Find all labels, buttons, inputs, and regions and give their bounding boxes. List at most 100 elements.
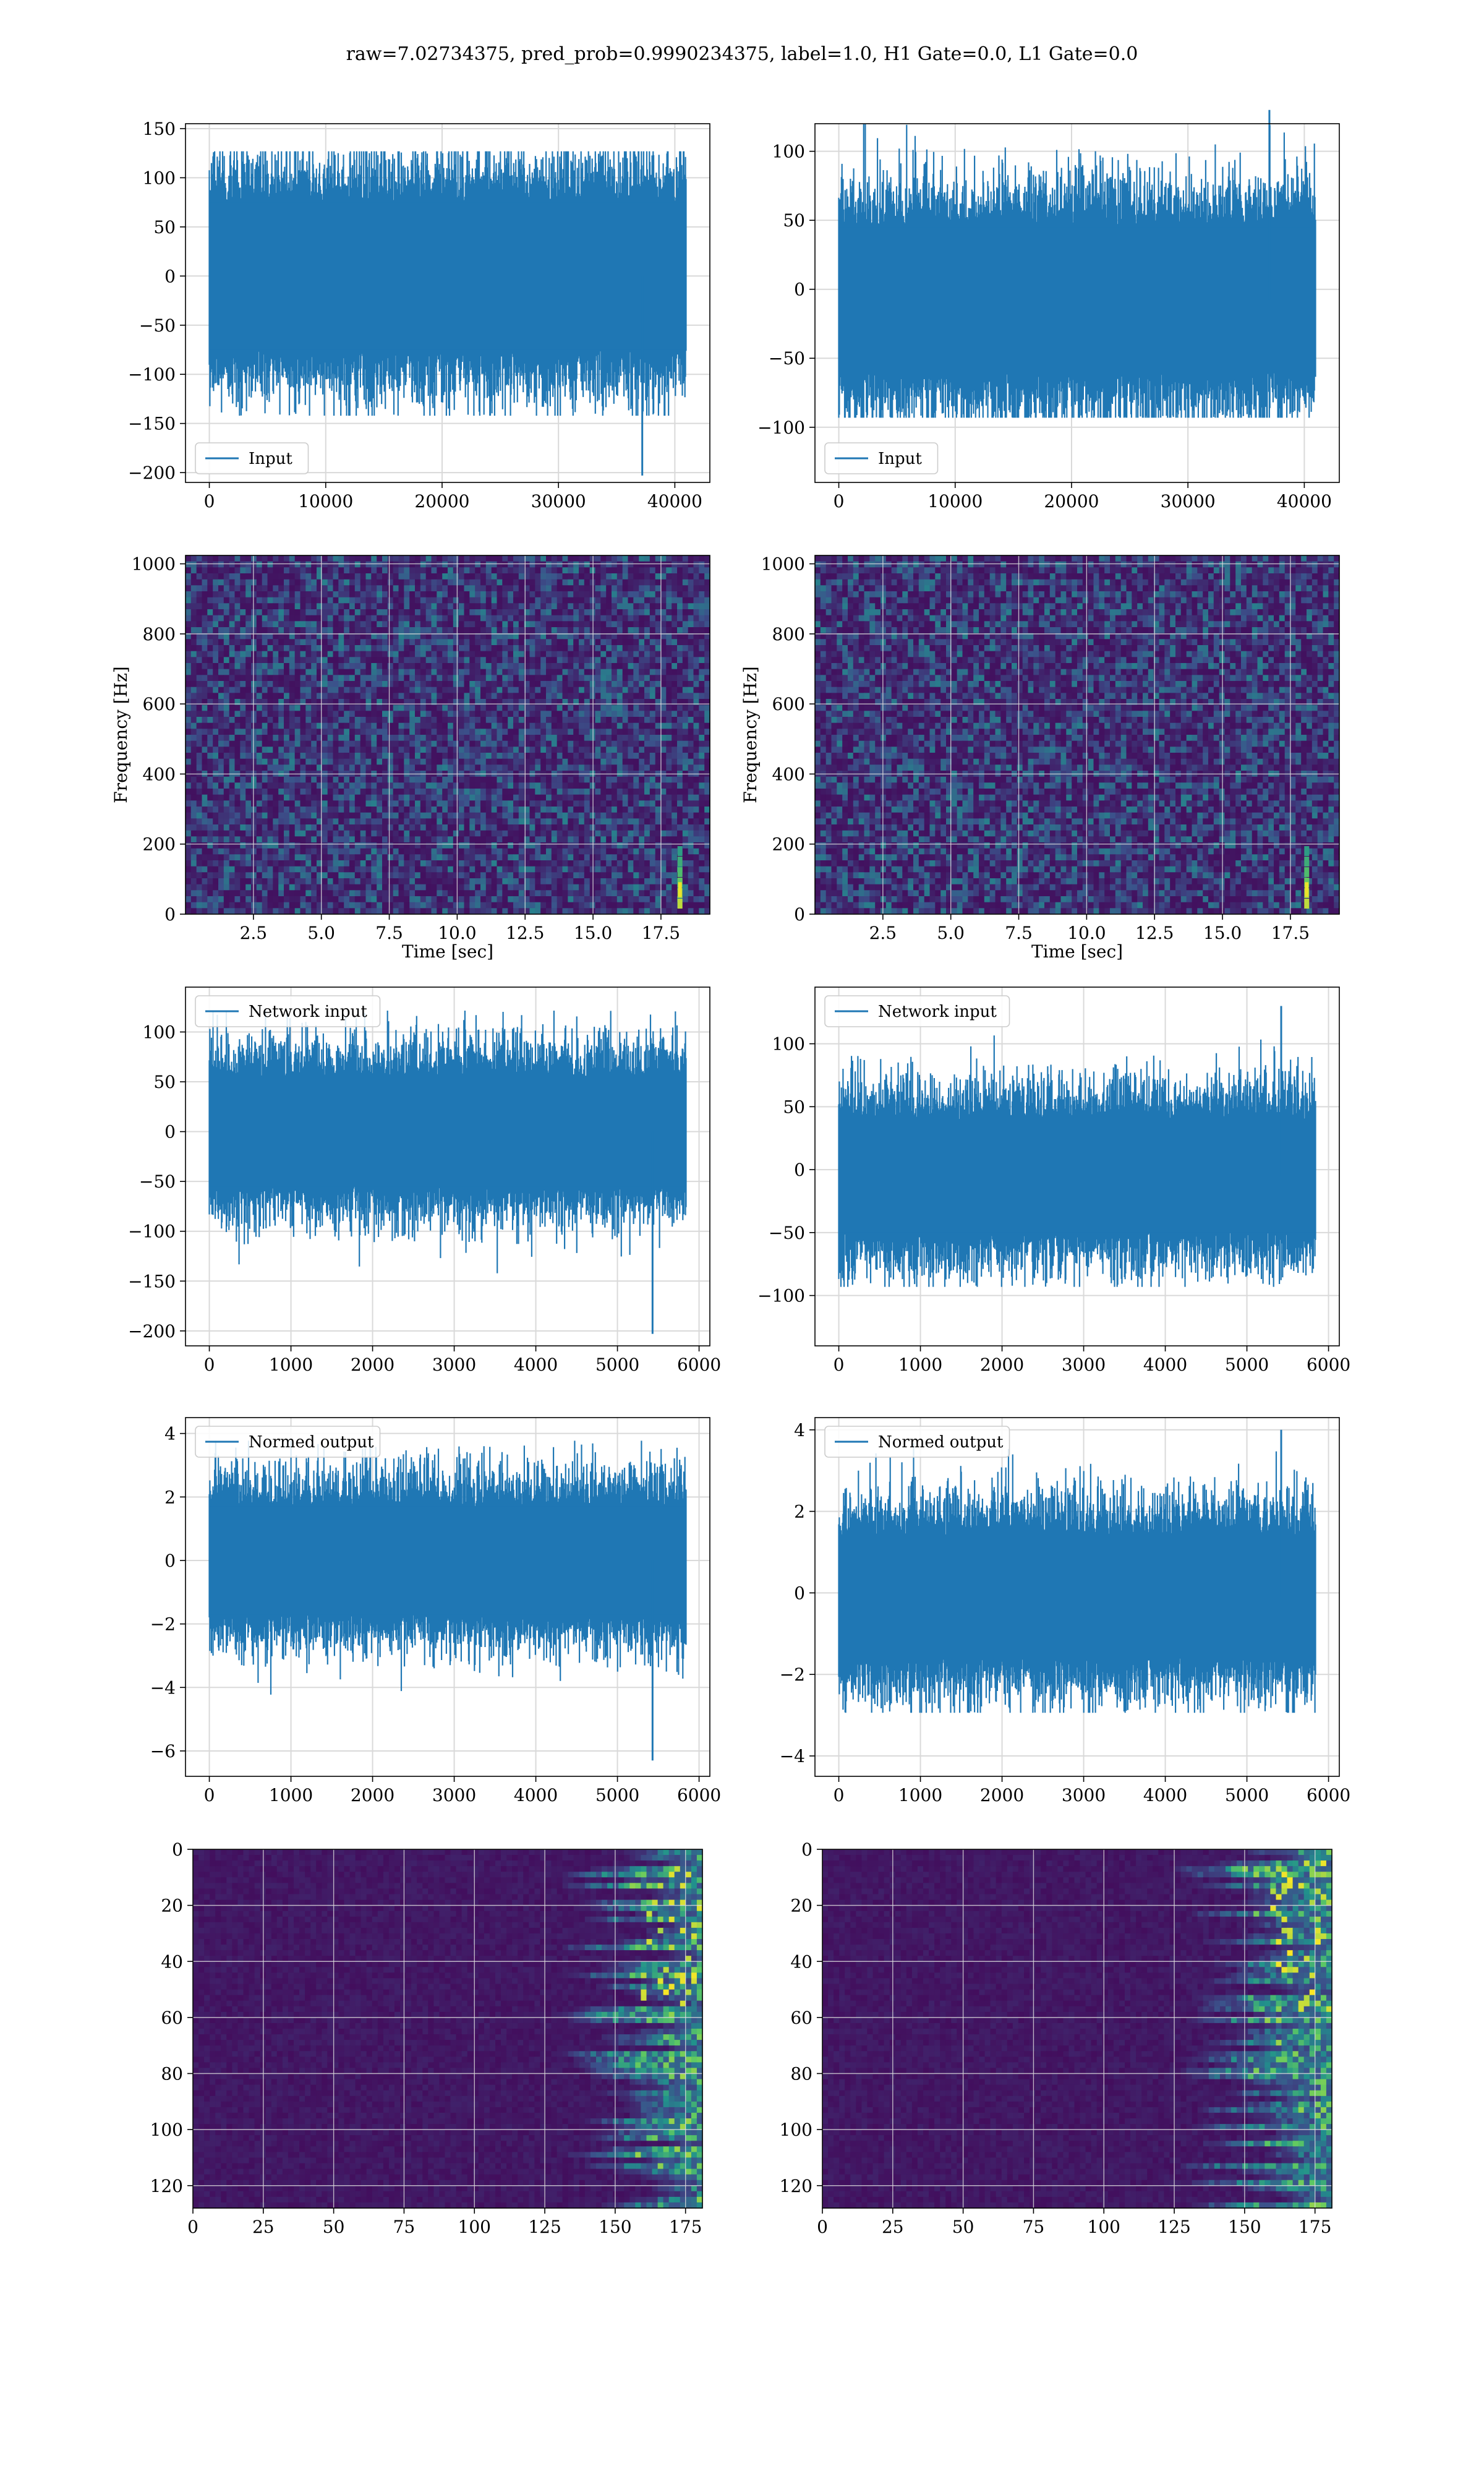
heatmap-cell: [464, 669, 470, 675]
heatmap-cell: [415, 555, 420, 562]
heatmap-cell: [453, 789, 459, 795]
heatmap-cell: [338, 741, 344, 747]
heatmap-cell: [284, 657, 289, 663]
heatmap-cell: [453, 842, 459, 849]
heatmap-cell: [563, 705, 568, 711]
heatmap-cell: [633, 609, 639, 615]
heatmap-cell: [480, 639, 486, 645]
heatmap-cell: [464, 591, 470, 597]
heatmap-cell: [409, 562, 415, 568]
heatmap-cell: [191, 800, 197, 807]
heatmap-cell: [464, 663, 470, 669]
heatmap-cell: [301, 836, 306, 842]
heatmap-cell: [464, 567, 470, 573]
heatmap-cell: [301, 621, 306, 627]
heatmap-cell: [311, 764, 317, 771]
heatmap-cell: [677, 813, 683, 819]
heatmap-cell: [409, 753, 415, 759]
heatmap-cell: [322, 621, 328, 627]
heatmap-cell: [579, 597, 584, 604]
heatmap-cell: [650, 693, 655, 699]
heatmap-cell: [284, 813, 289, 819]
heatmap-cell: [235, 800, 241, 807]
heatmap-cell: [409, 657, 415, 663]
heatmap-cell: [207, 753, 213, 759]
heatmap-cell: [563, 735, 568, 741]
heatmap-cell: [289, 741, 295, 747]
heatmap-cell: [650, 681, 655, 687]
heatmap-cell: [382, 645, 388, 651]
heatmap-cell: [704, 663, 710, 669]
heatmap-cell: [393, 657, 399, 663]
heatmap-cell: [606, 615, 612, 622]
heatmap-cell: [404, 562, 409, 568]
heatmap-cell: [213, 741, 218, 747]
heatmap-cell: [393, 567, 399, 573]
heatmap-cell: [666, 807, 672, 813]
heatmap-cell: [469, 591, 475, 597]
heatmap-cell: [633, 573, 639, 580]
heatmap-cell: [360, 585, 366, 591]
heatmap-cell: [371, 753, 377, 759]
heatmap-cell: [311, 603, 317, 609]
heatmap-cell: [623, 831, 628, 837]
heatmap-cell: [235, 681, 241, 687]
heatmap-cell: [595, 585, 601, 591]
heatmap-cell: [366, 609, 372, 615]
heatmap-cell: [475, 764, 480, 771]
heatmap-cell: [595, 711, 601, 717]
heatmap-cell: [229, 735, 235, 741]
heatmap-cell: [442, 711, 448, 717]
heatmap-cell: [612, 789, 617, 795]
heatmap-cell: [573, 603, 579, 609]
heatmap-cell: [311, 657, 317, 663]
heatmap-cell: [224, 831, 229, 837]
heatmap-cell: [546, 597, 552, 604]
heatmap-cell: [404, 759, 409, 765]
heatmap-cell: [628, 669, 634, 675]
heatmap-cell: [207, 562, 213, 568]
heatmap-cell: [595, 753, 601, 759]
heatmap-cell: [502, 741, 508, 747]
heatmap-cell: [245, 562, 251, 568]
heatmap-cell: [262, 782, 268, 789]
heatmap-cell: [568, 764, 573, 771]
heatmap-cell: [344, 789, 349, 795]
heatmap-cell: [301, 681, 306, 687]
heatmap-cell: [218, 860, 224, 867]
heatmap-cell: [328, 681, 333, 687]
heatmap-cell: [338, 849, 344, 855]
heatmap-cell: [289, 675, 295, 681]
heatmap-cell: [448, 800, 453, 807]
heatmap-cell: [349, 681, 355, 687]
heatmap-cell: [694, 681, 699, 687]
heatmap-cell: [600, 555, 606, 562]
heatmap-cell: [322, 729, 328, 735]
heatmap-cell: [655, 777, 661, 783]
heatmap-cell: [399, 609, 404, 615]
heatmap-cell: [469, 627, 475, 633]
heatmap-cell: [311, 681, 317, 687]
heatmap-cell: [600, 687, 606, 693]
heatmap-cell: [218, 675, 224, 681]
heatmap-cell: [289, 567, 295, 573]
heatmap-cell: [338, 729, 344, 735]
heatmap-cell: [694, 663, 699, 669]
heatmap-cell: [328, 705, 333, 711]
heatmap-cell: [480, 621, 486, 627]
heatmap-cell: [683, 747, 688, 753]
heatmap-cell: [360, 735, 366, 741]
heatmap-cell: [508, 836, 513, 842]
heatmap-cell: [628, 836, 634, 842]
heatmap-cell: [606, 693, 612, 699]
heatmap-cell: [573, 645, 579, 651]
heatmap-cell: [677, 777, 683, 783]
heatmap-cell: [371, 777, 377, 783]
heatmap-cell: [360, 759, 366, 765]
heatmap-cell: [235, 597, 241, 604]
heatmap-cell: [535, 645, 540, 651]
heatmap-cell: [650, 782, 655, 789]
heatmap-cell: [563, 717, 568, 723]
heatmap-cell: [245, 759, 251, 765]
heatmap-cell: [409, 663, 415, 669]
